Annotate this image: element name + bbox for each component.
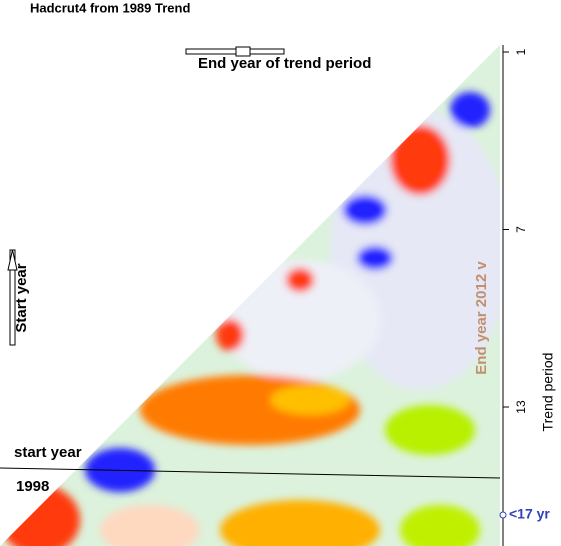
start-year-label: Start year	[13, 263, 30, 332]
period: <17 yr	[509, 506, 550, 522]
end-year-label: End year of trend period	[198, 55, 371, 72]
tick-label: 13	[514, 400, 528, 414]
start-line	[0, 467, 501, 479]
slider[interactable]	[7, 249, 18, 346]
tick-label: 1	[514, 48, 528, 55]
heatmap	[0, 45, 500, 546]
tick-label: 7	[514, 226, 528, 233]
axis-label: Trend period	[540, 353, 556, 432]
slider[interactable]	[185, 46, 285, 57]
start-year-value: 1998	[16, 478, 49, 495]
period-marker	[499, 511, 507, 519]
start-year: start year	[14, 444, 82, 461]
end-year: End year 2012 v	[473, 261, 490, 375]
title: Hadcrut4 from 1989 Trend	[30, 0, 190, 15]
